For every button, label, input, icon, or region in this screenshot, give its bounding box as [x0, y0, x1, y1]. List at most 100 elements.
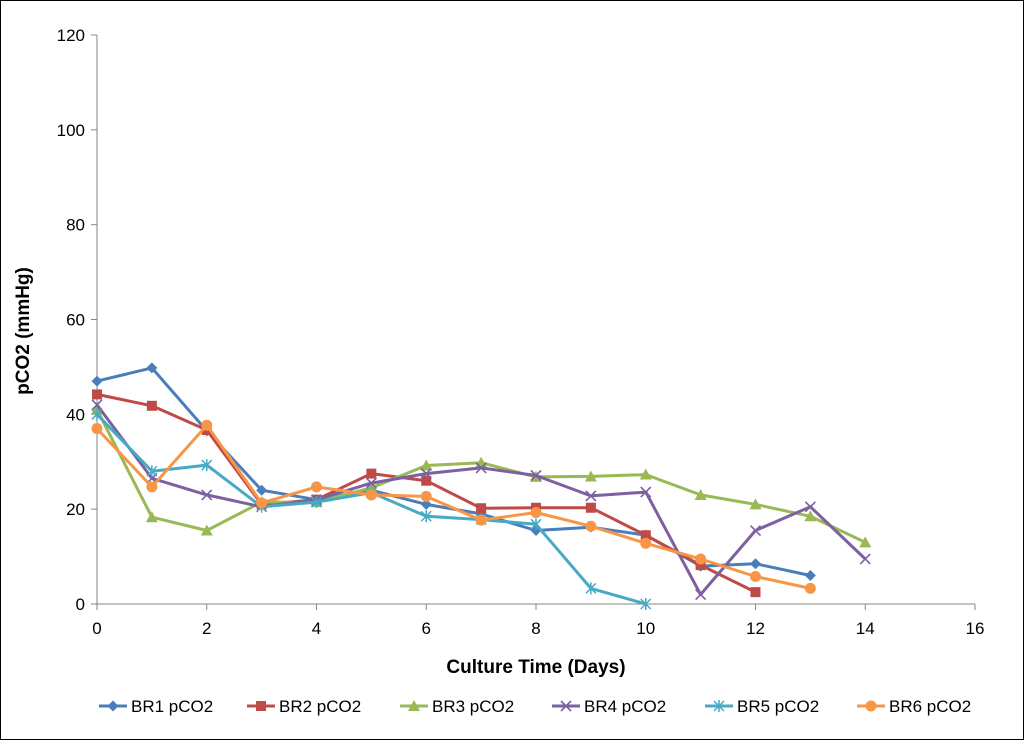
data-point-x — [201, 489, 213, 501]
x-tick-label: 6 — [422, 619, 431, 638]
data-point-diamond — [146, 362, 158, 374]
data-point-x — [91, 399, 103, 411]
series-line — [95, 423, 811, 590]
data-point-circle — [804, 582, 816, 594]
data-point-square — [695, 560, 706, 571]
x-tick-label: 16 — [966, 619, 985, 638]
data-point-triangle — [694, 488, 707, 500]
data-point-circle — [365, 489, 377, 501]
data-point-diamond — [256, 484, 268, 496]
data-point-triangle — [859, 536, 872, 548]
data-point-circle — [91, 423, 103, 435]
legend-entry: BR2 pCO2 — [247, 697, 361, 716]
data-point-x — [530, 469, 542, 482]
data-point-circle — [420, 490, 432, 502]
x-tick-label: 14 — [856, 619, 875, 638]
data-point-circle — [695, 553, 707, 565]
data-point-square — [750, 587, 761, 598]
data-point-x — [560, 700, 572, 712]
x-tick-label: 12 — [746, 619, 765, 638]
data-point-circle — [585, 520, 597, 532]
data-point-triangle — [408, 700, 420, 711]
data-point-star — [420, 510, 432, 523]
data-point-triangle — [749, 498, 762, 510]
series-layer — [91, 362, 872, 610]
data-point-star — [640, 598, 652, 610]
x-tick-label: 8 — [531, 619, 540, 638]
data-point-star — [585, 582, 597, 595]
data-point-diamond — [91, 375, 103, 387]
data-point-diamond — [420, 498, 432, 510]
data-point-star — [713, 700, 725, 712]
data-point-square — [146, 400, 157, 411]
legend-label: BR1 pCO2 — [131, 697, 213, 716]
legend-label: BR3 pCO2 — [432, 697, 514, 716]
x-tick-label: 0 — [92, 619, 101, 638]
legend-label: BR6 pCO2 — [889, 697, 971, 716]
data-point-diamond — [804, 570, 816, 582]
y-tick-label: 100 — [57, 121, 85, 140]
data-point-square — [476, 503, 487, 514]
data-point-circle — [201, 419, 213, 431]
legend: BR1 pCO2 BR2 pCO2 BR3 pCO2 BR4 pCO2 BR5 pCO2… — [99, 697, 971, 716]
legend-label: BR5 pCO2 — [737, 697, 819, 716]
data-point-x — [749, 524, 762, 537]
data-point-star — [146, 465, 158, 478]
legend-label: BR2 pCO2 — [279, 697, 361, 716]
legend-entry: BR1 pCO2 — [99, 697, 213, 716]
axes: 0 20 40 60 80 100 120 0 2 4 6 8 10 12 14 16 — [57, 26, 985, 638]
y-tick-label: 0 — [76, 595, 85, 614]
data-point-circle — [640, 537, 652, 549]
data-point-triangle — [584, 470, 597, 482]
data-point-x — [475, 462, 487, 474]
legend-entry: BR6 pCO2 — [857, 697, 971, 716]
legend-entry: BR4 pCO2 — [552, 697, 666, 716]
x-tick-label: 4 — [312, 619, 321, 638]
data-point-x — [695, 588, 707, 601]
data-point-circle — [530, 506, 542, 518]
data-point-diamond — [107, 700, 119, 712]
data-point-star — [91, 408, 103, 421]
legend-entry: BR5 pCO2 — [705, 697, 819, 716]
data-point-square — [585, 502, 596, 513]
data-point-circle — [750, 570, 761, 582]
data-point-star — [201, 459, 213, 472]
data-point-triangle — [804, 510, 817, 522]
x-axis-title: Culture Time (Days) — [446, 657, 625, 678]
data-point-x — [859, 553, 871, 565]
data-point-circle — [475, 514, 487, 526]
data-point-star — [310, 496, 323, 509]
data-point-triangle — [200, 524, 213, 536]
data-point-triangle — [145, 511, 158, 523]
y-axis-title: pCO2 (mmHg) — [13, 267, 34, 395]
y-tick-label: 80 — [66, 216, 85, 235]
data-point-x — [420, 468, 432, 480]
x-tick-label: 2 — [202, 619, 211, 638]
data-point-square — [640, 530, 651, 541]
data-point-diamond — [750, 558, 761, 570]
y-tick-label: 120 — [57, 26, 85, 45]
data-point-triangle — [420, 459, 433, 471]
data-point-circle — [256, 497, 268, 509]
data-point-star — [530, 518, 542, 531]
legend-entry: BR3 pCO2 — [400, 697, 514, 716]
y-tick-label: 60 — [66, 311, 85, 330]
data-point-x — [585, 490, 597, 502]
data-point-square — [256, 701, 266, 711]
data-point-circle — [146, 481, 158, 493]
data-point-x — [804, 501, 816, 513]
data-point-x — [640, 486, 652, 498]
data-point-square — [421, 475, 432, 486]
y-tick-label: 40 — [66, 405, 85, 424]
legend-label: BR4 pCO2 — [584, 697, 666, 716]
data-point-square — [366, 468, 377, 479]
data-point-triangle — [639, 468, 652, 480]
data-point-square — [92, 389, 102, 400]
data-point-circle — [311, 481, 322, 493]
data-point-circle — [865, 700, 877, 712]
series-6 — [91, 419, 816, 594]
data-point-x — [365, 477, 377, 489]
y-tick-label: 20 — [66, 500, 85, 519]
